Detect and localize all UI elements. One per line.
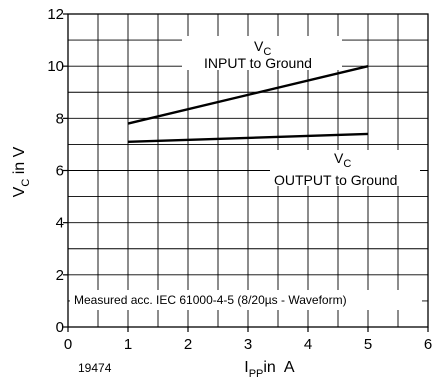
x-tick-label: 0 <box>64 336 72 353</box>
series-line-input <box>127 64 369 125</box>
output-series-label: OUTPUT to Ground <box>274 172 397 188</box>
output-vc-main: V <box>334 150 344 166</box>
note-bg <box>70 290 422 310</box>
series-line-output <box>127 132 369 144</box>
x-axis-label-main: I <box>244 359 248 376</box>
x-axis-label: IPPin A <box>222 359 307 380</box>
y-tick-label: 6 <box>56 163 64 180</box>
series-group <box>127 64 369 144</box>
y-tick-label: 4 <box>56 215 64 232</box>
y-axis-label-rest: in V <box>11 146 28 178</box>
y-axis-label-main: V <box>11 186 28 197</box>
y-tick-label: 10 <box>47 58 64 75</box>
x-tick-label: 1 <box>124 336 132 353</box>
input-label-bg <box>182 36 342 70</box>
output-vc-sub: C <box>343 158 351 170</box>
y-axis-label-sub: C <box>20 179 32 187</box>
input-vc-main: V <box>254 38 264 54</box>
x-tick-label: 4 <box>304 336 312 353</box>
y-tick-label: 2 <box>56 267 64 284</box>
output-vc-label: VC <box>334 150 351 170</box>
x-axis-label-rest: in A <box>263 359 294 376</box>
x-axis-label-sub: PP <box>249 368 264 380</box>
measurement-note: Measured acc. IEC 61000-4-5 (8/20µs - Wa… <box>74 293 347 307</box>
y-tick-label: 0 <box>56 319 64 336</box>
x-tick-label: 6 <box>424 336 432 353</box>
output-label-bg <box>270 150 420 186</box>
x-tick-label: 3 <box>244 336 252 353</box>
figure-number: 19474 <box>78 361 112 375</box>
y-axis-label: VC in V <box>11 146 32 197</box>
input-vc-label: VC <box>254 38 271 58</box>
input-vc-sub: C <box>263 46 271 58</box>
x-tick-label: 2 <box>184 336 192 353</box>
input-series-label: INPUT to Ground <box>204 55 312 71</box>
y-tick-label: 8 <box>56 110 64 127</box>
x-tick-label: 5 <box>364 336 372 353</box>
y-tick-label: 12 <box>47 6 64 23</box>
